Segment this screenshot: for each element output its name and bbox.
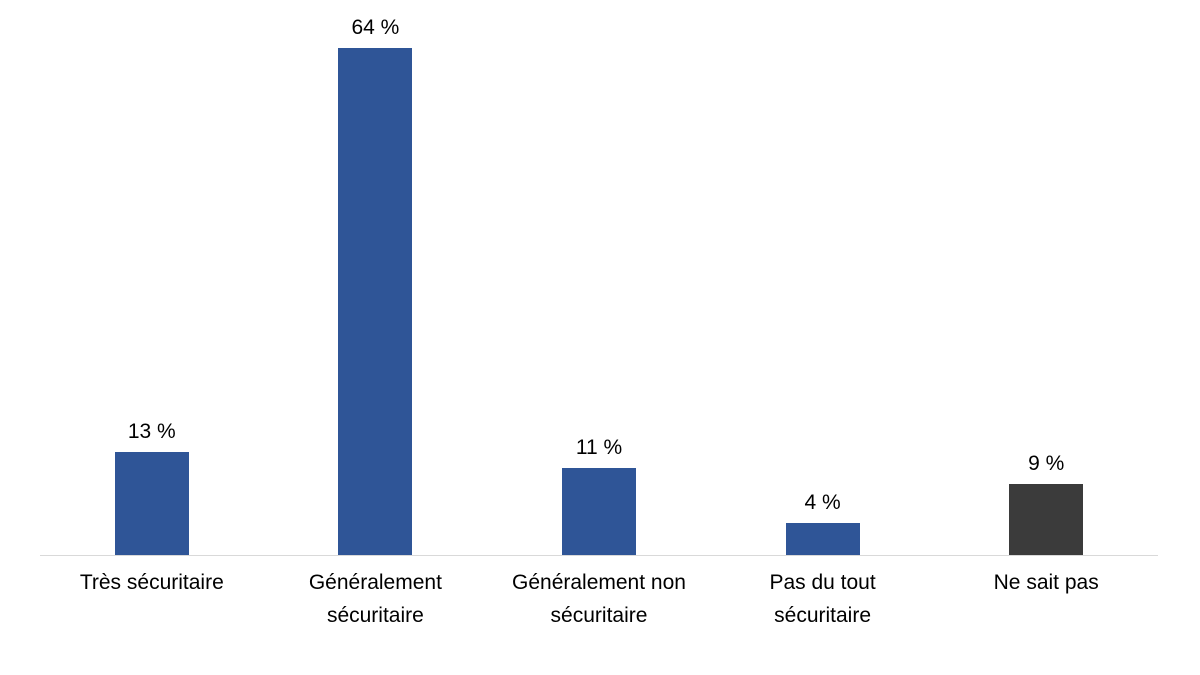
bar-4 bbox=[1009, 484, 1084, 555]
bar-3 bbox=[785, 523, 860, 555]
category-label: Généralement sécuritaire bbox=[308, 571, 442, 627]
bar-1 bbox=[338, 48, 413, 555]
value-label: 11 % bbox=[575, 436, 623, 459]
bar-0 bbox=[114, 452, 189, 555]
value-label: 13 % bbox=[127, 420, 176, 443]
bar-2 bbox=[561, 468, 636, 555]
category-axis-labels: Très sécuritaire Généralement sécuritaire… bbox=[40, 566, 1158, 632]
category-label: Très sécuritaire bbox=[79, 571, 224, 594]
value-label: 9 % bbox=[1028, 452, 1065, 475]
category-label: Ne sait pas bbox=[993, 571, 1099, 594]
bar-slot: 11 % bbox=[487, 0, 711, 555]
category-label: Généralement non sécuritaire bbox=[512, 571, 686, 627]
category-label: Pas du tout sécuritaire bbox=[769, 571, 876, 627]
value-label: 64 % bbox=[351, 16, 400, 39]
plot-area: 13 % 64 % 11 % 4 % 9 % bbox=[40, 0, 1158, 555]
x-axis-line bbox=[40, 555, 1158, 556]
value-label: 4 % bbox=[804, 491, 841, 514]
bar-slot: 13 % bbox=[40, 0, 264, 555]
bar-slot: 9 % bbox=[934, 0, 1158, 555]
bar-slot: 4 % bbox=[711, 0, 935, 555]
bar-slot: 64 % bbox=[264, 0, 488, 555]
